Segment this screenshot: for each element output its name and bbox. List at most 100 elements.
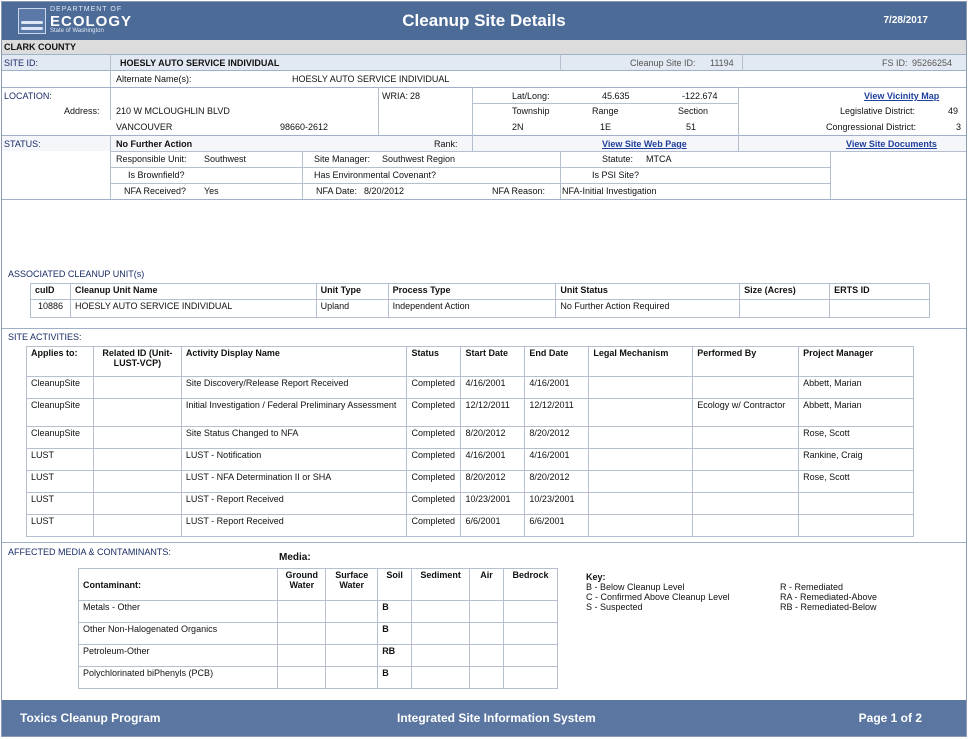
activities-header-row: Applies to: Related ID (Unit-LUST-VCP) A… [26, 346, 914, 377]
status-value: No Further Action [116, 139, 193, 149]
table-cell: Rankine, Craig [798, 448, 914, 471]
table-cell: 8/20/2012 [524, 470, 590, 493]
cleanup-site-id: 11194 [710, 58, 734, 68]
table-cell [469, 666, 505, 689]
table-cell [92, 514, 182, 537]
contaminants-table: Contaminant: Ground Water Surface Water … [77, 568, 558, 689]
column-header: Performed By [692, 346, 800, 377]
footer-system: Integrated Site Information System [397, 711, 596, 725]
table-cell [739, 299, 831, 318]
table-cell: Polychlorinated biPhenyls (PCB) [77, 666, 279, 689]
table-cell [588, 426, 694, 449]
table-cell: LUST - Notification [180, 448, 408, 471]
table-cell: Completed [406, 448, 462, 471]
key-item: B - Below Cleanup Level [586, 582, 685, 592]
nfa-date: 8/20/2012 [364, 186, 405, 196]
statute-label: Statute: [602, 154, 634, 164]
column-header: Legal Mechanism [588, 346, 694, 377]
table-cell: Ecology w/ Contractor [692, 398, 800, 427]
table-row: Petroleum-Other RB [77, 644, 558, 667]
ecology-logo: DEPARTMENT OF ECOLOGY State of Washingto… [18, 6, 142, 36]
table-cell: LUST [26, 492, 94, 515]
table-cell: Completed [406, 376, 462, 399]
alternate-names-label: Alternate Name(s): [116, 74, 192, 84]
nfa-reason: NFA-Initial Investigation [562, 186, 657, 196]
site-id-row: SITE ID: HOESLY AUTO SERVICE INDIVIDUAL … [2, 54, 966, 71]
table-row: Metals - Other B [77, 600, 558, 623]
affected-media-section-label: AFFECTED MEDIA & CONTAMINANTS: [8, 547, 171, 557]
table-cell: Independent Action [387, 299, 557, 318]
table-cell [798, 492, 914, 515]
media-label: Media: [279, 552, 311, 563]
column-header: cuID [30, 283, 71, 300]
column-header: Unit Status [555, 283, 741, 300]
table-cell: Completed [406, 514, 462, 537]
column-header: Cleanup Unit Name [69, 283, 317, 300]
congressional-district: 3 [956, 122, 962, 132]
view-site-documents-link[interactable]: View Site Documents [846, 139, 937, 149]
table-cell: LUST - Report Received [180, 492, 408, 515]
section-label: Section [678, 106, 709, 116]
site-id-label: SITE ID: [4, 58, 39, 68]
table-cell [588, 514, 694, 537]
street-address: 210 W MCLOUGHLIN BLVD [116, 106, 230, 116]
range-value: 1E [600, 122, 612, 132]
table-cell: Rose, Scott [798, 426, 914, 449]
table-cell: Initial Investigation / Federal Prelimin… [180, 398, 408, 427]
table-cell [92, 448, 182, 471]
table-cell [503, 644, 558, 667]
ecology-logo-icon [18, 8, 46, 34]
table-cell [469, 622, 505, 645]
table-cell [798, 514, 914, 537]
column-header: Ground Water [277, 568, 327, 601]
table-cell: 12/12/2011 [460, 398, 526, 427]
address-row: Address: 210 W MCLOUGHLIN BLVD Township … [2, 103, 966, 119]
report-header: DEPARTMENT OF ECOLOGY State of Washingto… [2, 2, 966, 40]
table-cell: 10/23/2001 [524, 492, 590, 515]
table-cell [411, 600, 471, 623]
table-row: LUST LUST - Report Received Completed 6/… [26, 514, 914, 537]
table-cell: B [377, 600, 413, 623]
table-cell [829, 299, 930, 318]
table-cell: CleanupSite [26, 398, 94, 427]
zip-code: 98660-2612 [280, 122, 329, 132]
legislative-district-label: Legislative District: [840, 106, 916, 116]
section-value: 51 [686, 122, 697, 132]
view-site-web-page-link[interactable]: View Site Web Page [602, 139, 687, 149]
cleanup-units-header-row: cuID Cleanup Unit Name Unit Type Process… [30, 283, 930, 300]
report-date: 7/28/2017 [883, 15, 929, 26]
table-row: Polychlorinated biPhenyls (PCB) B [77, 666, 558, 689]
table-cell [588, 470, 694, 493]
nfa-received: Yes [204, 186, 219, 196]
table-cell [277, 622, 327, 645]
alternate-names: HOESLY AUTO SERVICE INDIVIDUAL [292, 74, 450, 84]
table-cell: Completed [406, 426, 462, 449]
column-header: Air [469, 568, 505, 601]
table-cell: Abbett, Marian [798, 376, 914, 399]
table-row: CleanupSite Site Discovery/Release Repor… [26, 376, 914, 399]
table-cell [692, 492, 800, 515]
table-cell [325, 600, 379, 623]
table-cell: 4/16/2001 [460, 448, 526, 471]
table-cell: 4/16/2001 [524, 376, 590, 399]
rank-label: Rank: [434, 139, 458, 149]
view-vicinity-map-link[interactable]: View Vicinity Map [864, 91, 940, 101]
table-cell [692, 426, 800, 449]
address-label: Address: [64, 106, 100, 116]
city: VANCOUVER [116, 122, 173, 132]
table-cell: Completed [406, 470, 462, 493]
column-header: Related ID (Unit-LUST-VCP) [92, 346, 182, 377]
key-item: RB - Remediated-Below [780, 602, 877, 612]
table-cell: Site Status Changed to NFA [180, 426, 408, 449]
county-band: CLARK COUNTY [2, 40, 966, 54]
fs-id: 95266254 [912, 58, 953, 68]
table-row: LUST LUST - Report Received Completed 10… [26, 492, 914, 515]
table-cell: Petroleum-Other [77, 644, 279, 667]
table-cell: 12/12/2011 [524, 398, 590, 427]
table-cell: 6/6/2001 [524, 514, 590, 537]
county-name: CLARK COUNTY [4, 42, 76, 52]
table-cell: Metals - Other [77, 600, 279, 623]
cleanup-units-table: cuID Cleanup Unit Name Unit Type Process… [30, 283, 930, 318]
table-cell: 10/23/2001 [460, 492, 526, 515]
nfa-reason-label: NFA Reason: [492, 186, 546, 196]
